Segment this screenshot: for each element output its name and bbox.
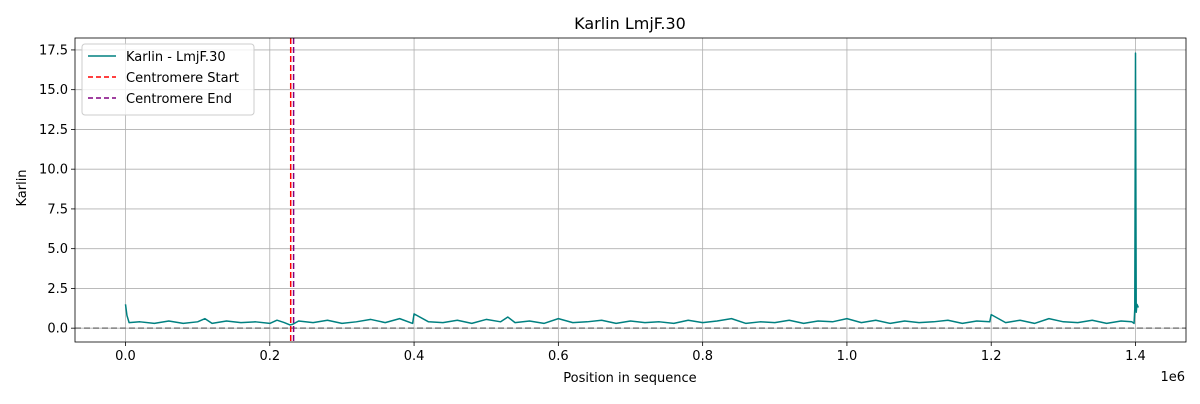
y-tick-label: 17.5 (39, 43, 68, 58)
plot-frame (74, 37, 1187, 343)
y-tick-label: 10.0 (39, 163, 68, 178)
x-tick-label: 0.2 (259, 349, 280, 364)
x-tick-label: 0.0 (115, 349, 136, 364)
x-tick-label: 0.8 (692, 349, 713, 364)
plot-area (75, 38, 1186, 342)
y-tick-label: 0.0 (47, 322, 68, 337)
grid-lines (75, 38, 1186, 342)
legend-box (81, 43, 255, 116)
y-axis-title: Karlin (15, 169, 30, 206)
y-tick-label: 7.5 (47, 202, 68, 217)
x-axis-offset-label: 1e6 (1160, 370, 1185, 385)
y-tick-label: 15.0 (39, 83, 68, 98)
x-tick-label: 1.0 (837, 349, 858, 364)
axes: 0.0 0.2 0.4 0.6 0.8 1.0 1.2 1.4 0.0 2.5 5.0 7.5 10.0… (39, 37, 1187, 364)
x-tick-label: 0.6 (548, 349, 569, 364)
x-axis-title: Position in sequence (563, 371, 696, 386)
legend: Karlin - LmjF.30 Centromere Start Centrome… (81, 43, 255, 116)
y-tick-label: 5.0 (47, 242, 68, 257)
y-tick-label: 2.5 (47, 282, 68, 297)
series-line-karlin (124, 52, 1140, 326)
x-tick-label: 1.4 (1125, 349, 1146, 364)
y-tick-label: 12.5 (39, 123, 68, 138)
x-tick-label: 0.4 (404, 349, 425, 364)
chart-title: Karlin LmjF.30 (574, 14, 686, 33)
legend-label: Centromere Start (126, 71, 239, 86)
legend-label: Karlin - LmjF.30 (126, 50, 226, 65)
x-tick-label: 1.2 (981, 349, 1002, 364)
legend-label: Centromere End (126, 92, 232, 107)
